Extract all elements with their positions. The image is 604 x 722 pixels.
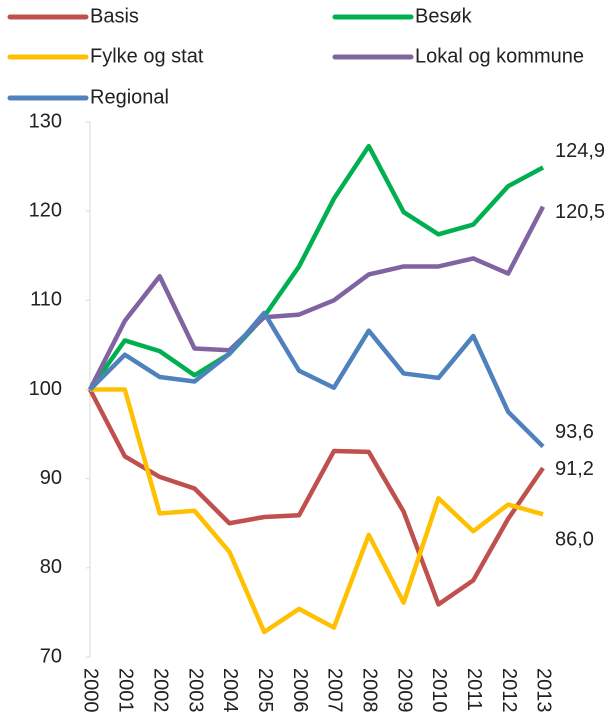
x-tick-label: 2008 [358, 668, 380, 713]
y-tick-label: 80 [40, 556, 62, 578]
value-label: 124,9 [555, 140, 604, 162]
x-tick-label: 2001 [115, 668, 137, 713]
x-tick-label: 2003 [184, 668, 206, 713]
x-tick-label: 2004 [219, 668, 241, 713]
x-tick-label: 2009 [393, 668, 415, 713]
legend-label: Basis [90, 5, 139, 27]
y-tick-label: 130 [29, 110, 62, 132]
legend-label: Regional [90, 86, 169, 108]
y-tick-label: 100 [29, 378, 62, 400]
y-tick-label: 70 [40, 645, 62, 667]
x-tick-label: 2006 [289, 668, 311, 713]
legend-label: Fylke og stat [90, 45, 204, 67]
value-label: 86,0 [555, 529, 594, 551]
series-line [90, 387, 544, 635]
x-tick-label: 2010 [428, 668, 450, 713]
series-line [88, 143, 545, 391]
y-tick-label: 120 [29, 199, 62, 221]
value-label: 120,5 [555, 201, 604, 223]
x-tick-label: 2002 [149, 668, 171, 713]
x-tick-label: 2011 [463, 668, 485, 711]
x-tick-label: 2012 [498, 668, 520, 713]
value-label: 93,6 [555, 421, 594, 443]
y-tick-label: 90 [40, 467, 62, 489]
legend-label: Besøk [415, 5, 473, 27]
series-line [87, 205, 545, 391]
x-tick-label: 2000 [80, 668, 102, 713]
series-line [88, 388, 545, 607]
legend-label: Lokal og kommune [415, 45, 584, 67]
value-label: 91,2 [555, 458, 594, 480]
series-line [88, 310, 545, 449]
x-tick-label: 2005 [254, 668, 276, 713]
x-tick-label: 2007 [324, 668, 346, 713]
x-tick-label: 2013 [533, 668, 555, 713]
y-tick-label: 110 [30, 289, 62, 311]
